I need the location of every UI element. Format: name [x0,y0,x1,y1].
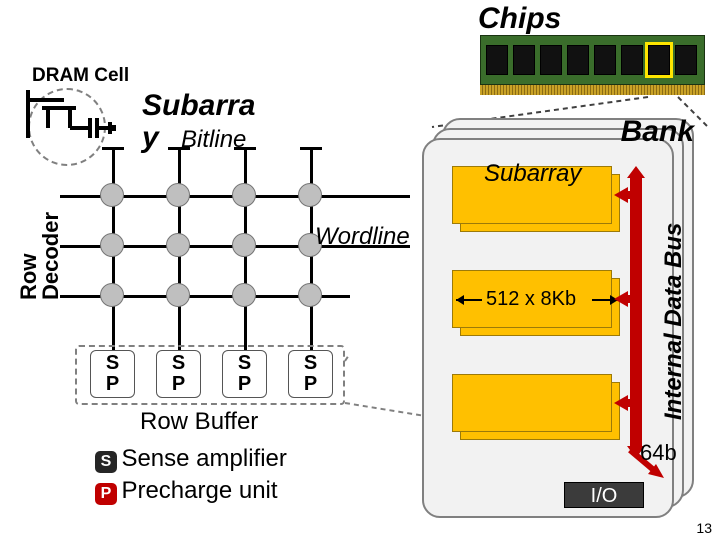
dimm-pins [480,85,705,95]
row-decoder-line2: Decoder [38,212,63,300]
subarray-label: Subarray [484,160,581,188]
internal-data-bus-label: Internal Data Bus [660,223,688,420]
dimm-chip [540,45,562,75]
subarray-title-line1: Subarra [142,89,255,122]
subarray-block [452,374,612,432]
cell-dot [232,283,256,307]
row-decoder-label: Row Decoder [18,212,62,300]
cell-dot [166,233,190,257]
sap-s: S [91,353,134,374]
sap-box: S P [156,350,201,398]
stub [300,147,322,150]
dimm-chip [594,45,616,75]
cell-dot [166,183,190,207]
row-buffer-label: Row Buffer [140,408,258,436]
sap-s: S [223,353,266,374]
sap-p: P [223,374,266,395]
cell-dot [166,283,190,307]
stub [234,147,256,150]
cell-dot [100,183,124,207]
sap-p: P [289,374,332,395]
sap-s: S [289,353,332,374]
cell-dot [232,233,256,257]
legend: S Sense amplifier P Precharge unit [95,445,287,505]
bus-arrows [612,170,642,460]
cell-dot [100,233,124,257]
cell-dot [232,183,256,207]
stub [168,147,190,150]
sap-box: S P [222,350,267,398]
bus-arrow-up [627,166,645,178]
cell-dot [298,283,322,307]
sap-s: S [157,353,200,374]
sap-box: S P [288,350,333,398]
transistor-icon [18,78,118,178]
dimm-chip [567,45,589,75]
cell-grid [70,165,340,335]
legend-p-text: Precharge unit [121,477,277,504]
sap-p: P [157,374,200,395]
slide-number: 13 [696,520,712,536]
stub [102,147,124,150]
cell-dot [100,283,124,307]
sap-p: P [91,374,134,395]
chips-title: Chips [478,2,561,36]
dimm-highlight [645,42,673,78]
legend-p-pill: P [95,483,117,505]
subarray-title: Subarra y Bitline [142,90,255,153]
cell-dot [298,183,322,207]
sap-box: S P [90,350,135,398]
size-arrows [452,288,622,312]
dimm-module [480,35,705,97]
bank-card-front: Bank Subarray 512 x 8Kb [422,138,674,518]
dimm-chip [486,45,508,75]
legend-s-text: Sense amplifier [121,445,286,472]
legend-s-pill: S [95,451,117,473]
dimm-chip [621,45,643,75]
sixtyfour-label: 64b [640,440,677,466]
wordline-label: Wordline [315,223,410,251]
dimm-chip [513,45,535,75]
io-box: I/O [564,482,644,508]
bank-title: Bank [621,115,694,149]
subarray-title-line2: y [142,121,159,154]
dimm-chip [675,45,697,75]
